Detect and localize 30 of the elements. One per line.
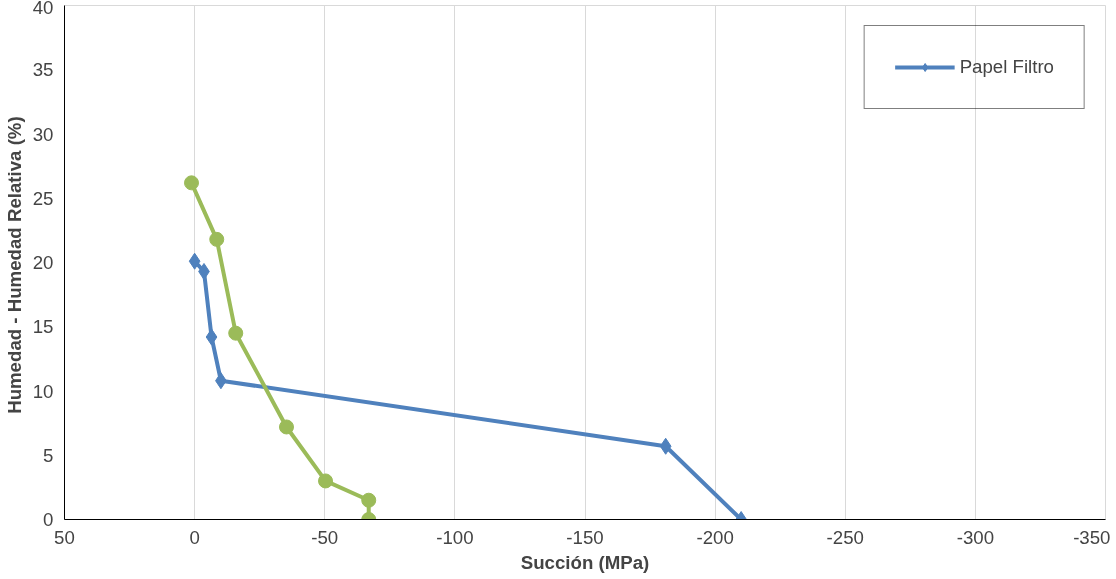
point bbox=[205, 328, 218, 346]
x-tick-label: 50 bbox=[54, 526, 75, 548]
x-tick-label: -350 bbox=[1073, 526, 1111, 548]
y-axis-title: Humedad - Humedad Relativa (%) bbox=[3, 116, 25, 414]
point bbox=[188, 252, 201, 270]
x-tick-label: -150 bbox=[566, 526, 604, 548]
x-tick-label: -250 bbox=[826, 526, 864, 548]
point bbox=[318, 473, 334, 489]
y-tick-label: 5 bbox=[43, 444, 54, 466]
y-tick-label: 10 bbox=[32, 380, 54, 402]
point bbox=[278, 419, 294, 435]
point bbox=[659, 437, 672, 455]
x-tick-label: -300 bbox=[956, 526, 995, 548]
x-tick-label: -200 bbox=[696, 526, 734, 548]
y-tick-label: 20 bbox=[32, 252, 54, 273]
x-tick-label: -50 bbox=[311, 526, 339, 548]
y-tick-label: 15 bbox=[32, 316, 54, 338]
x-axis-title: Succión (MPa) bbox=[520, 551, 650, 573]
point bbox=[361, 492, 377, 508]
x-tick-label: 0 bbox=[189, 526, 200, 548]
point bbox=[228, 325, 244, 341]
legend-label: Papel Filtro bbox=[959, 56, 1054, 78]
y-tick-label: 40 bbox=[32, 0, 54, 18]
y-tick-label: 0 bbox=[43, 509, 54, 530]
point bbox=[209, 231, 225, 247]
x-tick-label: -100 bbox=[436, 526, 474, 548]
y-tick-label: 25 bbox=[32, 187, 54, 209]
point bbox=[184, 175, 199, 191]
y-tick-label: 30 bbox=[32, 123, 54, 145]
y-tick-label: 35 bbox=[32, 59, 54, 81]
